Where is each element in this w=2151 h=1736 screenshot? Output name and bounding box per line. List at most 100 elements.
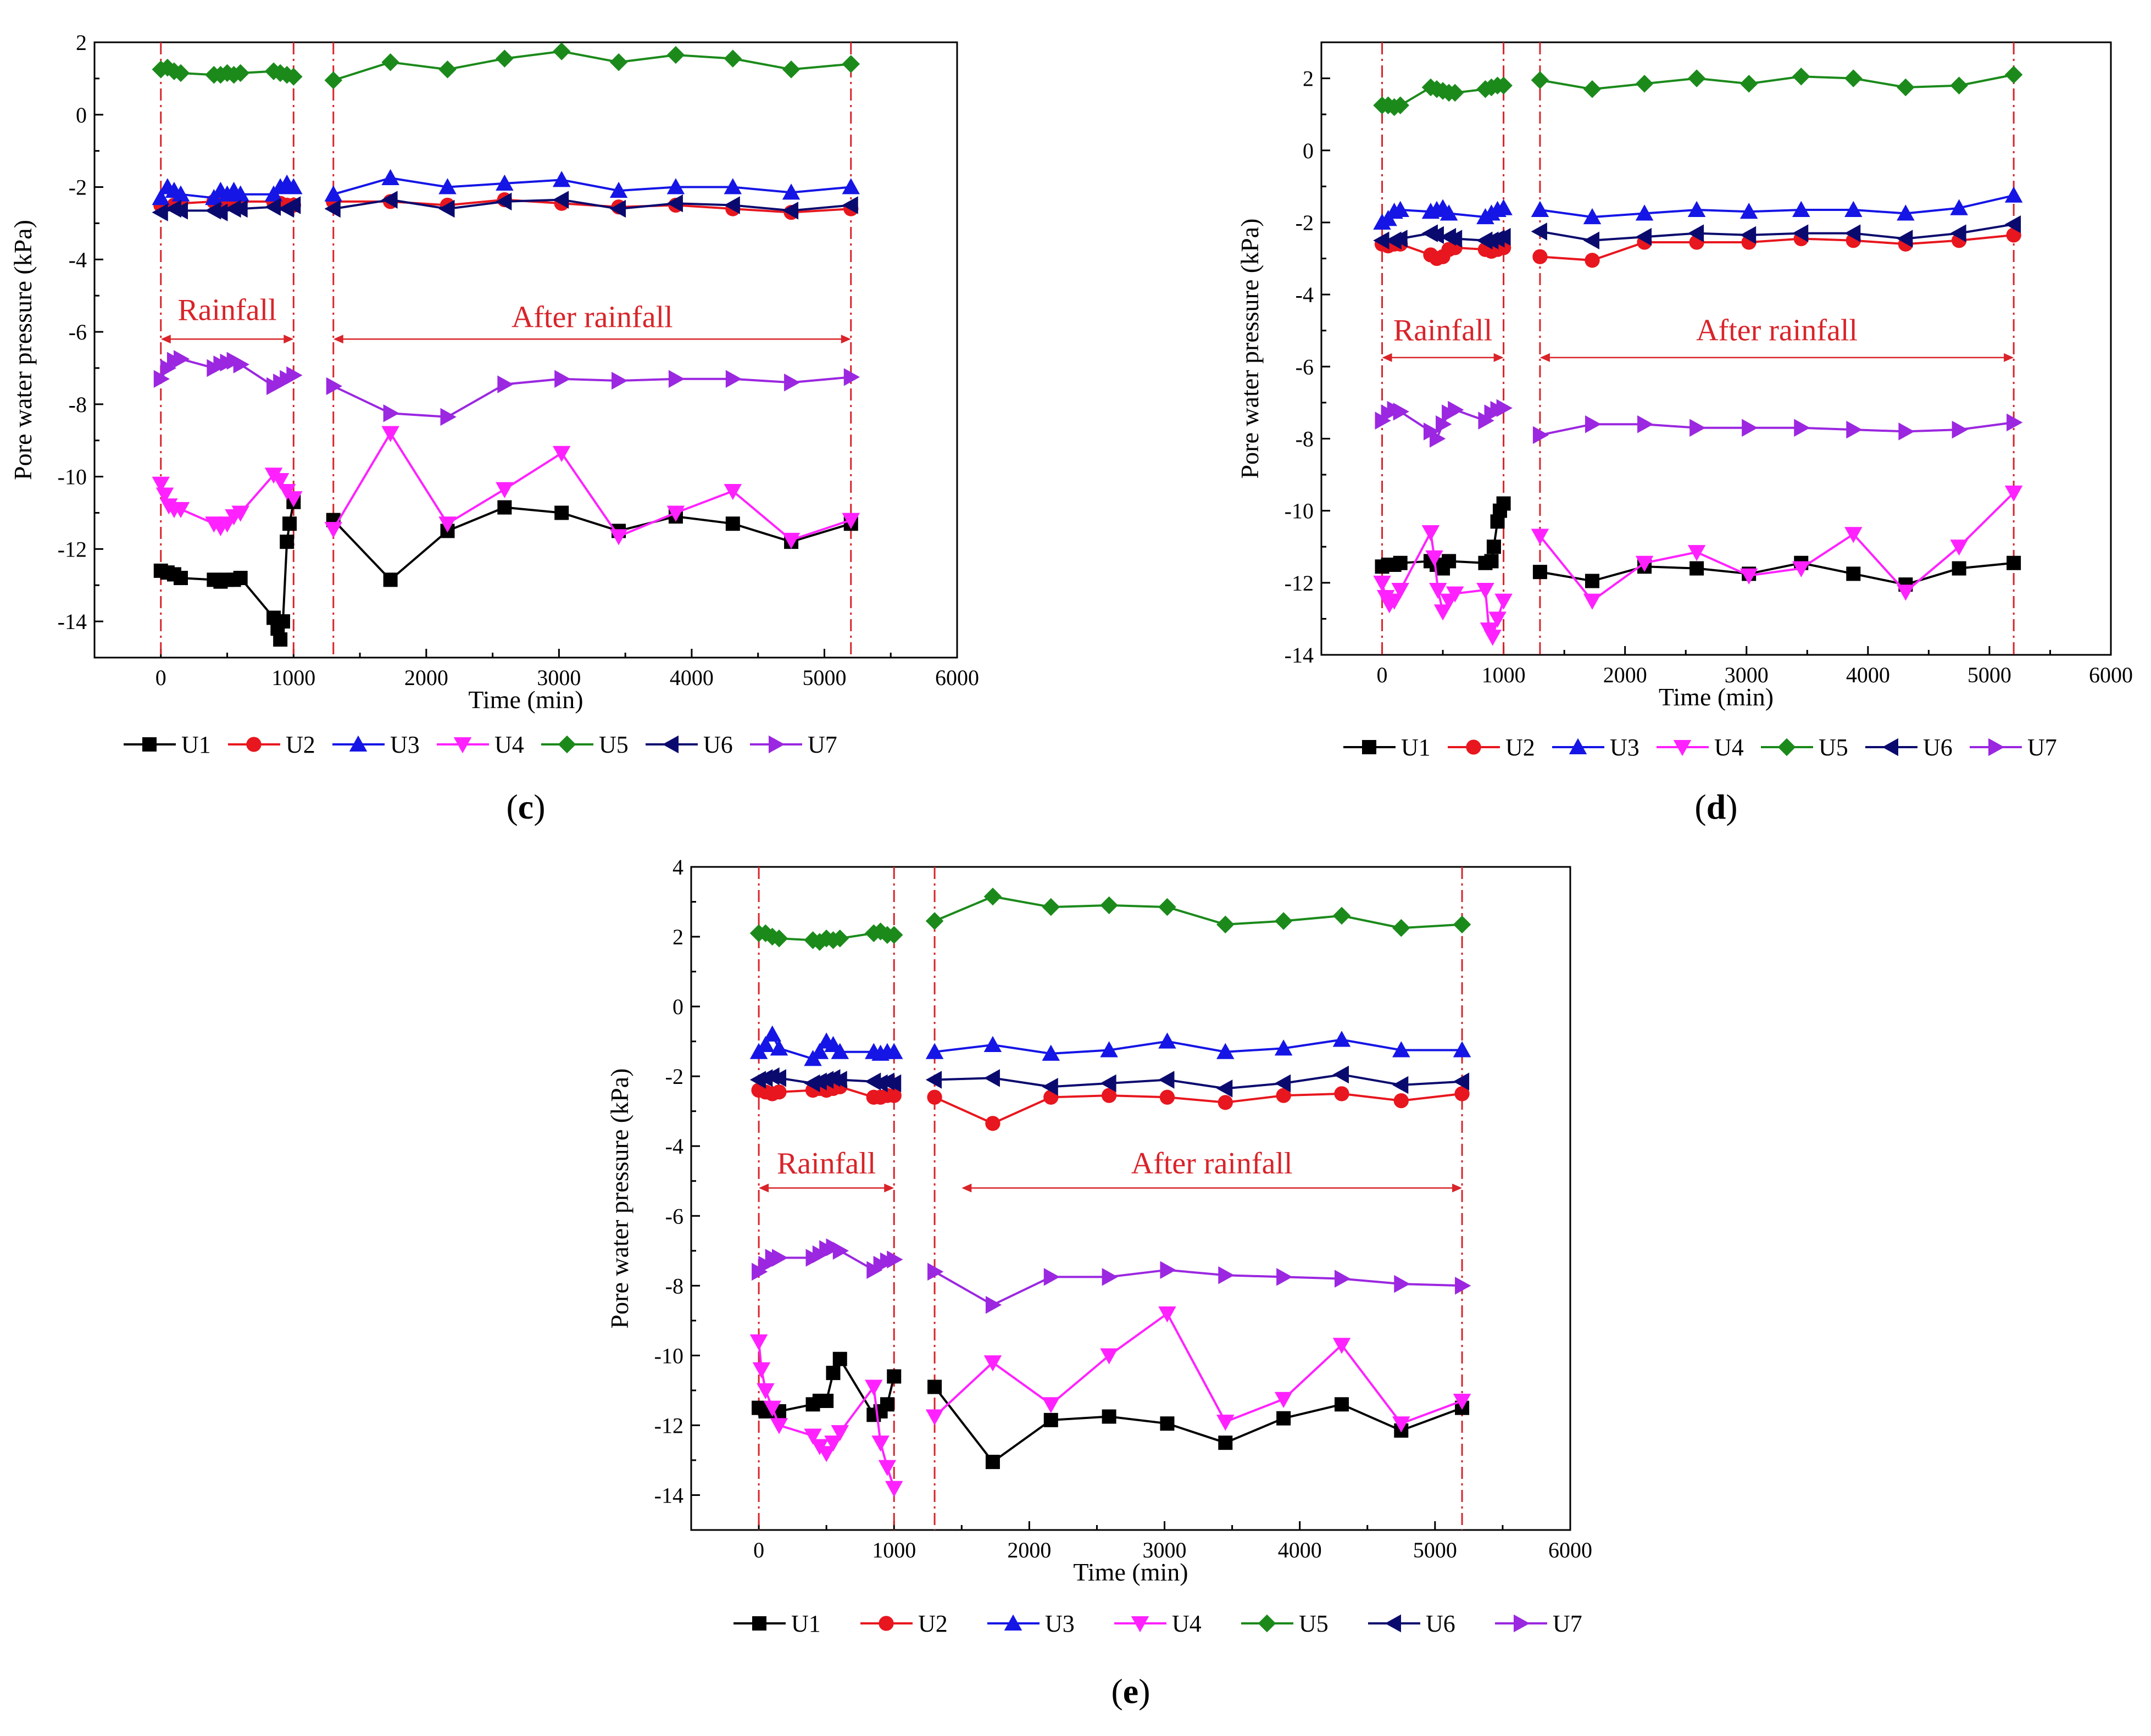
data-point-U4 xyxy=(1531,528,1549,545)
y-axis-label: Pore water pressure (kPa) xyxy=(1236,219,1264,479)
series-U4 xyxy=(1373,485,2023,646)
x-tick-label: 4000 xyxy=(670,665,714,690)
legend-marker-U3 xyxy=(1004,1614,1022,1631)
data-point-U5 xyxy=(782,60,801,79)
x-axis-label: Time (min) xyxy=(468,686,583,714)
data-point-U1 xyxy=(1102,1409,1116,1424)
data-point-U5 xyxy=(1583,80,1602,98)
series-line-U1 xyxy=(1539,561,2014,586)
legend-label-U3: U3 xyxy=(390,731,420,758)
series-line-U1 xyxy=(933,1386,1463,1464)
data-point-U5 xyxy=(231,64,249,82)
y-tick-label: 2 xyxy=(76,30,87,55)
legend-label-U1: U1 xyxy=(181,731,211,758)
legend-marker-U1 xyxy=(142,737,157,752)
data-point-U3 xyxy=(1100,1041,1118,1058)
period-arrow-head-left xyxy=(333,335,343,344)
data-point-U4 xyxy=(842,513,860,529)
data-point-U7 xyxy=(1160,1261,1176,1279)
legend: U1 U2 U3 U4 U5 U6 U7 xyxy=(733,1610,1582,1637)
legend-label-U6: U6 xyxy=(1426,1610,1455,1637)
legend-marker-U2 xyxy=(246,737,262,752)
chart-panel-c: 0 1000 2000 3000 4000 5000 6000 -14 -12 -10 -8 -6 -4… xyxy=(9,30,979,826)
data-point-U1 xyxy=(1952,561,1966,576)
series-line-U2 xyxy=(1539,233,2014,261)
data-point-U6 xyxy=(1332,1065,1349,1084)
data-point-U7 xyxy=(772,1249,788,1267)
data-point-U5 xyxy=(666,46,685,64)
data-point-U6 xyxy=(609,199,626,218)
data-point-U1 xyxy=(1393,555,1408,570)
data-point-U4 xyxy=(763,1400,781,1417)
data-point-U4 xyxy=(1274,1392,1293,1409)
data-point-U6 xyxy=(782,202,799,220)
data-point-U3 xyxy=(1158,1032,1176,1049)
data-point-U4 xyxy=(983,1355,1002,1372)
data-point-U7 xyxy=(1637,415,1654,433)
data-point-U4 xyxy=(770,1418,788,1434)
data-point-U4 xyxy=(1897,585,1915,601)
data-point-U5 xyxy=(831,929,849,948)
x-tick-label: 6000 xyxy=(2089,663,2133,687)
data-point-U7 xyxy=(1102,1268,1118,1286)
data-point-U1 xyxy=(887,1369,902,1384)
y-tick-label: 0 xyxy=(76,103,87,127)
data-point-U4 xyxy=(1391,582,1409,599)
x-tick-label: 1000 xyxy=(271,665,315,690)
data-point-U5 xyxy=(1494,76,1513,94)
data-point-U6 xyxy=(1158,1071,1175,1089)
data-point-U6 xyxy=(770,1069,786,1087)
data-point-U6 xyxy=(381,191,398,209)
series-line-U5 xyxy=(333,50,851,82)
data-point-U6 xyxy=(724,196,740,214)
period-label: Rainfall xyxy=(777,1147,876,1181)
data-point-U3 xyxy=(2004,186,2023,203)
data-point-U3 xyxy=(1494,199,1513,215)
legend-marker-U7 xyxy=(769,735,785,754)
data-point-U6 xyxy=(1897,230,1913,248)
data-point-U6 xyxy=(1274,1074,1291,1093)
data-point-U4 xyxy=(285,491,303,508)
y-axis-label: Pore water pressure (kPa) xyxy=(605,1069,633,1329)
data-point-U7 xyxy=(1585,415,1602,433)
data-point-U4 xyxy=(804,1428,822,1445)
data-point-U7 xyxy=(326,377,343,396)
data-point-U3 xyxy=(810,1043,829,1059)
data-point-U1 xyxy=(383,572,398,587)
y-tick-label: -8 xyxy=(1296,426,1314,451)
legend-label-U6: U6 xyxy=(703,731,733,758)
x-axis-label: Time (min) xyxy=(1073,1558,1188,1586)
data-point-U4 xyxy=(757,1383,775,1400)
data-point-U4 xyxy=(1216,1415,1235,1431)
y-tick-label: -12 xyxy=(654,1413,683,1438)
data-point-U7 xyxy=(1532,426,1549,444)
legend-marker-U1 xyxy=(752,1616,766,1631)
data-point-U3 xyxy=(152,189,170,205)
data-point-U3 xyxy=(1897,204,1915,221)
series-U6 xyxy=(152,191,858,221)
data-point-U2 xyxy=(1532,249,1548,264)
legend-label-U5: U5 xyxy=(1819,734,1848,761)
data-point-U6 xyxy=(1446,230,1463,248)
series-U5 xyxy=(152,42,860,90)
data-point-U4 xyxy=(1950,539,1968,556)
data-point-U5 xyxy=(925,912,944,930)
data-point-U4 xyxy=(885,1481,903,1498)
data-point-U4 xyxy=(1453,1393,1471,1410)
data-point-U1 xyxy=(1043,1412,1058,1427)
chart-panel-e: 0 1000 2000 3000 4000 5000 6000 -14 -12 -10 -8 -6 -4… xyxy=(605,855,1592,1711)
data-point-U4 xyxy=(1332,1338,1351,1354)
data-point-U6 xyxy=(842,196,858,214)
y-tick-label: 0 xyxy=(672,994,683,1019)
legend-marker-U4 xyxy=(453,737,472,754)
legend-label-U7: U7 xyxy=(808,731,837,758)
data-point-U5 xyxy=(983,887,1002,906)
y-tick-label: 0 xyxy=(1303,138,1314,163)
y-tick-label: -12 xyxy=(58,537,87,561)
data-point-U7 xyxy=(233,355,249,374)
legend-label-U4: U4 xyxy=(494,731,524,758)
data-point-U3 xyxy=(1439,204,1458,221)
data-point-U3 xyxy=(782,183,801,200)
data-point-U6 xyxy=(496,192,512,211)
